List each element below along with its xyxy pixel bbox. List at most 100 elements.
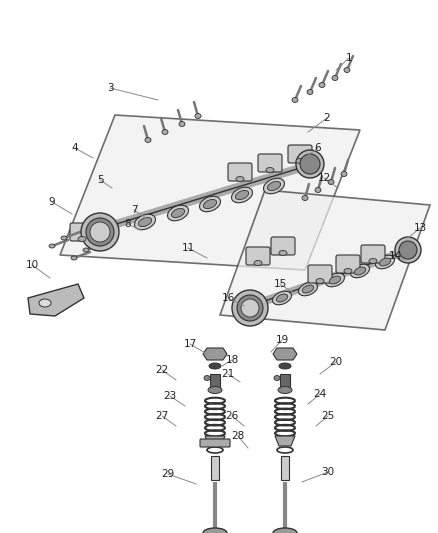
- Ellipse shape: [267, 181, 281, 191]
- Ellipse shape: [278, 386, 292, 393]
- Ellipse shape: [344, 269, 352, 273]
- Text: 19: 19: [276, 335, 289, 345]
- FancyBboxPatch shape: [336, 255, 360, 273]
- Ellipse shape: [279, 251, 287, 255]
- Polygon shape: [28, 284, 84, 316]
- Polygon shape: [275, 436, 295, 446]
- Ellipse shape: [369, 259, 377, 263]
- Ellipse shape: [296, 158, 304, 164]
- FancyBboxPatch shape: [308, 265, 332, 283]
- Ellipse shape: [302, 285, 314, 293]
- Ellipse shape: [86, 218, 114, 246]
- Ellipse shape: [237, 295, 263, 321]
- Ellipse shape: [167, 205, 188, 221]
- Ellipse shape: [273, 528, 297, 533]
- Text: 8: 8: [125, 219, 131, 229]
- Ellipse shape: [279, 363, 291, 369]
- Ellipse shape: [208, 386, 222, 393]
- Ellipse shape: [302, 196, 308, 200]
- Ellipse shape: [325, 273, 345, 287]
- Ellipse shape: [272, 291, 292, 305]
- FancyBboxPatch shape: [200, 439, 230, 447]
- Ellipse shape: [232, 187, 252, 203]
- Ellipse shape: [145, 138, 151, 142]
- Text: 24: 24: [313, 389, 327, 399]
- Ellipse shape: [204, 376, 210, 381]
- Polygon shape: [205, 436, 225, 446]
- Text: 15: 15: [273, 279, 286, 289]
- Ellipse shape: [274, 376, 280, 381]
- Ellipse shape: [134, 214, 155, 230]
- Text: 16: 16: [221, 293, 235, 303]
- Ellipse shape: [179, 122, 185, 126]
- Text: 4: 4: [72, 143, 78, 153]
- Text: 6: 6: [314, 143, 321, 153]
- Ellipse shape: [292, 98, 298, 102]
- Text: 29: 29: [161, 469, 175, 479]
- Ellipse shape: [307, 90, 313, 94]
- Ellipse shape: [235, 190, 249, 199]
- Text: 1: 1: [346, 53, 352, 63]
- Polygon shape: [203, 348, 227, 360]
- Ellipse shape: [375, 255, 395, 269]
- Text: 3: 3: [107, 83, 113, 93]
- Text: 21: 21: [221, 369, 235, 379]
- Text: 22: 22: [155, 365, 169, 375]
- FancyBboxPatch shape: [271, 237, 295, 255]
- Ellipse shape: [39, 299, 51, 307]
- FancyBboxPatch shape: [258, 154, 282, 172]
- Text: 20: 20: [329, 357, 343, 367]
- Ellipse shape: [350, 264, 370, 278]
- Ellipse shape: [203, 528, 227, 533]
- Ellipse shape: [71, 256, 77, 260]
- Text: 23: 23: [163, 391, 177, 401]
- Ellipse shape: [83, 248, 89, 252]
- Text: 14: 14: [389, 251, 402, 261]
- Text: 12: 12: [318, 173, 331, 183]
- Ellipse shape: [90, 222, 110, 242]
- Ellipse shape: [236, 176, 244, 182]
- Ellipse shape: [379, 258, 391, 266]
- Ellipse shape: [296, 150, 324, 178]
- FancyBboxPatch shape: [281, 456, 289, 480]
- Text: 17: 17: [184, 339, 197, 349]
- Ellipse shape: [195, 114, 201, 118]
- Text: 9: 9: [49, 197, 55, 207]
- Ellipse shape: [329, 276, 341, 284]
- Ellipse shape: [61, 236, 67, 240]
- Ellipse shape: [254, 261, 262, 265]
- Text: 13: 13: [413, 223, 427, 233]
- Ellipse shape: [209, 363, 221, 369]
- Text: 2: 2: [324, 113, 330, 123]
- FancyBboxPatch shape: [211, 456, 219, 480]
- Ellipse shape: [232, 290, 268, 326]
- Text: 11: 11: [181, 243, 194, 253]
- Text: 27: 27: [155, 411, 169, 421]
- Ellipse shape: [399, 241, 417, 259]
- Ellipse shape: [332, 76, 338, 80]
- Ellipse shape: [319, 83, 325, 87]
- Ellipse shape: [200, 196, 220, 212]
- Ellipse shape: [276, 294, 288, 302]
- Text: 18: 18: [226, 355, 239, 365]
- FancyBboxPatch shape: [246, 247, 270, 265]
- Ellipse shape: [162, 130, 168, 134]
- Polygon shape: [60, 115, 360, 270]
- Ellipse shape: [171, 208, 185, 217]
- Polygon shape: [273, 348, 297, 360]
- FancyBboxPatch shape: [210, 374, 220, 388]
- Text: 30: 30: [321, 467, 335, 477]
- Text: 28: 28: [231, 431, 245, 441]
- Ellipse shape: [395, 237, 421, 263]
- Ellipse shape: [299, 282, 318, 296]
- Ellipse shape: [203, 199, 217, 208]
- Text: 25: 25: [321, 411, 335, 421]
- Ellipse shape: [264, 178, 285, 193]
- FancyBboxPatch shape: [361, 245, 385, 263]
- Ellipse shape: [315, 188, 321, 192]
- Ellipse shape: [341, 172, 347, 176]
- FancyBboxPatch shape: [70, 223, 94, 241]
- Ellipse shape: [266, 167, 274, 173]
- Ellipse shape: [316, 279, 324, 284]
- Ellipse shape: [81, 213, 119, 251]
